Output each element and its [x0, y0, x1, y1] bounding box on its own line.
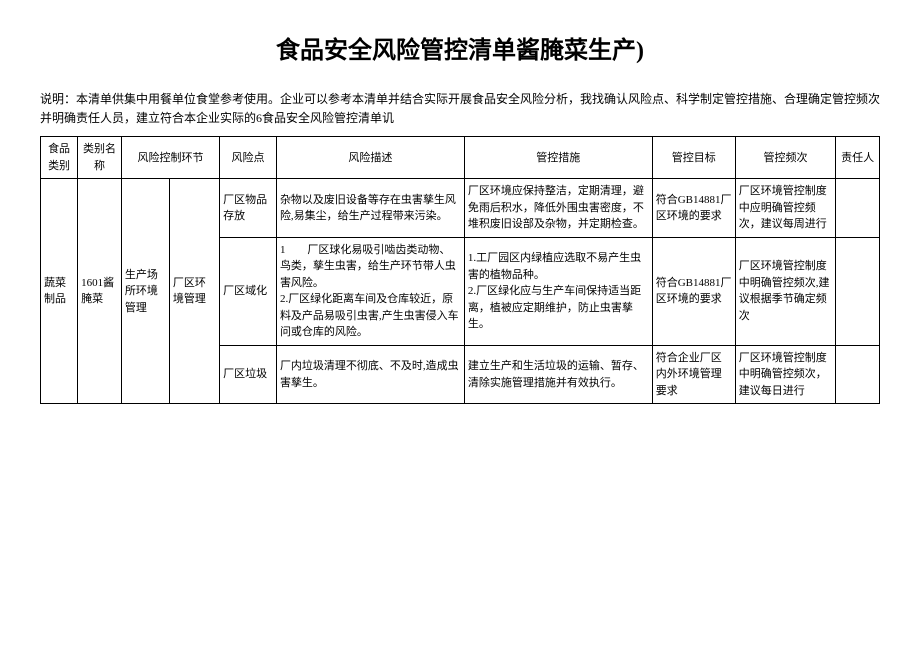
header-responsible: 责任人 — [836, 137, 880, 179]
header-risk-desc: 风险描述 — [276, 137, 464, 179]
cell-control-target: 符合GB14881厂区环境的要求 — [652, 237, 735, 345]
cell-control-link-d: 厂区环境管理 — [169, 179, 219, 404]
header-risk-point: 风险点 — [220, 137, 277, 179]
cell-risk-point: 厂区垃圾 — [220, 345, 277, 404]
header-control-target: 管控目标 — [652, 137, 735, 179]
cell-food-category: 蔬菜制品 — [41, 179, 78, 404]
header-control-freq: 管控频次 — [735, 137, 836, 179]
cell-responsible — [836, 237, 880, 345]
cell-responsible — [836, 179, 880, 238]
cell-control-freq: 厂区环境管控制度中应明确管控频次，建议每周进行 — [735, 179, 836, 238]
header-food-category: 食品类别 — [41, 137, 78, 179]
cell-risk-desc: 杂物以及废旧设备等存在虫害孳生风险,易集尘，给生产过程带来污染。 — [276, 179, 464, 238]
cell-risk-point: 厂区物品存放 — [220, 179, 277, 238]
header-control-measure: 管控措施 — [464, 137, 652, 179]
cell-control-target: 符合企业厂区内外环境管理要求 — [652, 345, 735, 404]
cell-control-freq: 厂区环境管控制度中明确管控频次，建议每日进行 — [735, 345, 836, 404]
header-control-link: 风险控制环节 — [121, 137, 219, 179]
cell-control-measure: 建立生产和生活垃圾的运输、暂存、清除实施管理措施并有效执行。 — [464, 345, 652, 404]
cell-responsible — [836, 345, 880, 404]
document-description: 说明：本清单供集中用餐单位食堂参考使用。企业可以参考本清单并结合实际开展食品安全… — [40, 90, 880, 128]
cell-control-measure: 厂区环境应保持整洁，定期清理，避免雨后积水，降低外围虫害密度，不堆积废旧设部及杂… — [464, 179, 652, 238]
cell-risk-desc: 厂内垃圾清理不彻底、不及时,造成虫害孳生。 — [276, 345, 464, 404]
document-title: 食品安全风险管控清单酱腌菜生产) — [40, 30, 880, 65]
risk-control-table: 食品类别 类别名称 风险控制环节 风险点 风险描述 管控措施 管控目标 管控频次… — [40, 136, 880, 404]
cell-control-measure: 1.工厂园区内绿植应选取不易产生虫害的植物品种。 2.厂区绿化应与生产车间保持适… — [464, 237, 652, 345]
cell-risk-point: 厂区域化 — [220, 237, 277, 345]
cell-control-link-c: 生产场所环境管理 — [121, 179, 169, 404]
header-category-name: 类别名称 — [78, 137, 122, 179]
cell-risk-desc: 1 厂区球化易吸引啮齿类动物、鸟类，孳生虫害，给生产环节带人虫害风险。 2.厂区… — [276, 237, 464, 345]
cell-category-name: 1601酱腌菜 — [78, 179, 122, 404]
cell-control-target: 符合GB14881厂区环境的要求 — [652, 179, 735, 238]
cell-control-freq: 厂区环境管控制度中明确管控频次,建议根据季节确定频次 — [735, 237, 836, 345]
table-row: 蔬菜制品 1601酱腌菜 生产场所环境管理 厂区环境管理 厂区物品存放 杂物以及… — [41, 179, 880, 238]
table-header-row: 食品类别 类别名称 风险控制环节 风险点 风险描述 管控措施 管控目标 管控频次… — [41, 137, 880, 179]
